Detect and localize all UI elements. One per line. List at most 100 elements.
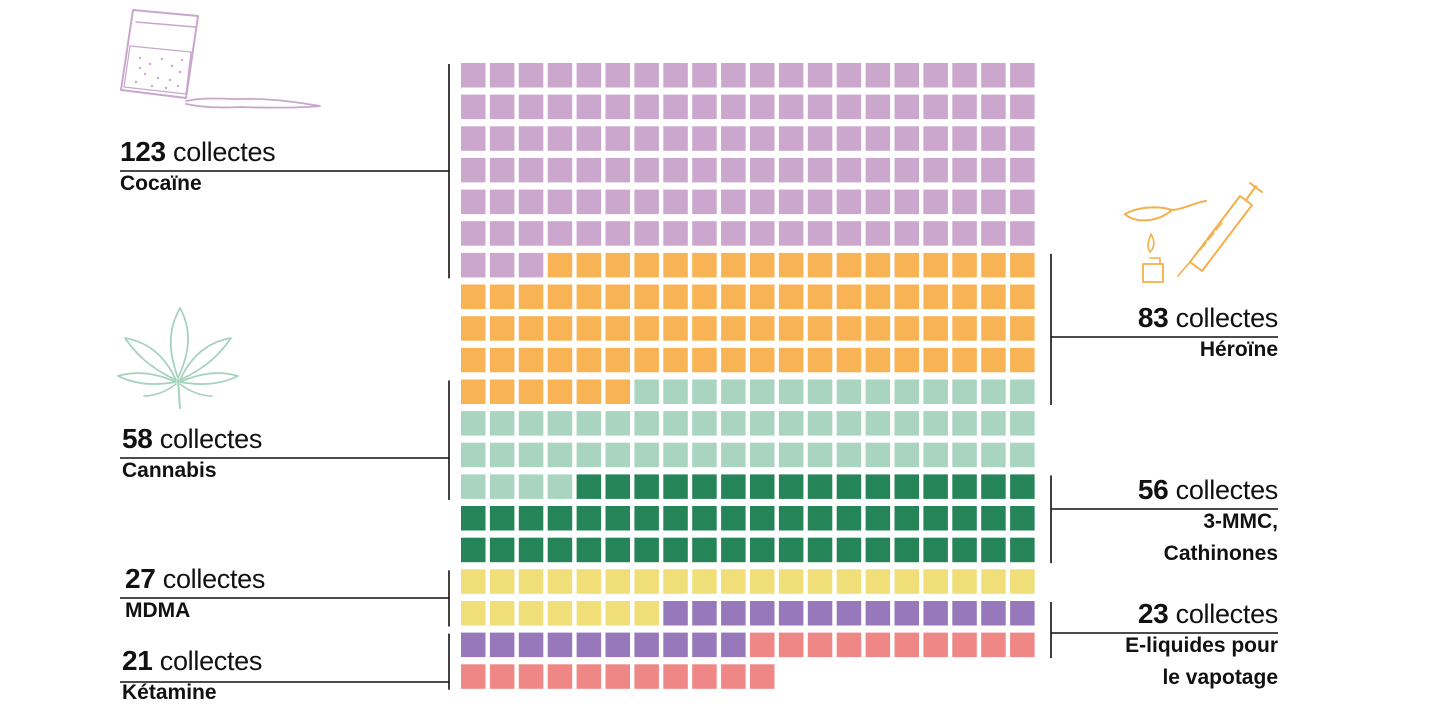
- cell-e-liquides-pour-le-vapotage: [894, 601, 919, 626]
- cell-heroine: [894, 252, 919, 278]
- cell-ketamine: [836, 632, 862, 658]
- cell-ketamine: [634, 664, 659, 689]
- label-3mmc: 56 collectes 3-MMC, Cathinones: [1138, 474, 1278, 570]
- cell-mdma: [461, 569, 486, 594]
- cell-cocaine: [952, 189, 977, 215]
- cell-heroine: [576, 316, 602, 341]
- cell-heroine: [461, 284, 486, 309]
- cell-cocaine: [981, 126, 1006, 151]
- cell-3-mmc-cathinones: [576, 474, 602, 499]
- cell-cannabis: [894, 442, 919, 468]
- name-3mmc-line1: 3-MMC,: [1203, 510, 1278, 533]
- cell-cocaine: [663, 94, 688, 120]
- cell-heroine: [981, 252, 1006, 278]
- cell-cocaine: [1010, 126, 1035, 151]
- cell-heroine: [778, 347, 804, 373]
- cell-e-liquides-pour-le-vapotage: [865, 601, 891, 626]
- cell-cannabis: [518, 411, 544, 436]
- label-heroin: 83 collectes Héroïne: [1138, 302, 1278, 366]
- cell-3-mmc-cathinones: [605, 474, 630, 499]
- cell-cocaine: [894, 63, 919, 88]
- cell-cocaine: [981, 63, 1006, 88]
- cell-mdma: [518, 569, 544, 594]
- cell-ketamine: [952, 632, 977, 658]
- cell-cannabis: [605, 442, 630, 468]
- cell-mdma: [750, 569, 775, 594]
- cell-3-mmc-cathinones: [547, 506, 573, 531]
- cell-e-liquides-pour-le-vapotage: [721, 632, 746, 658]
- cell-cocaine: [807, 221, 833, 246]
- cell-cannabis: [605, 411, 630, 436]
- cell-cocaine: [836, 189, 862, 215]
- cell-ketamine: [605, 664, 630, 689]
- cell-heroine: [981, 316, 1006, 341]
- cell-ketamine: [547, 664, 573, 689]
- cell-cannabis: [518, 442, 544, 468]
- cell-heroine: [865, 252, 891, 278]
- cell-mdma: [489, 601, 515, 626]
- cell-cocaine: [836, 221, 862, 246]
- unit-3mmc: collectes: [1175, 475, 1279, 505]
- cell-3-mmc-cathinones: [663, 537, 688, 563]
- count-cocaine: 123 collectes: [120, 136, 276, 168]
- cell-ketamine: [865, 632, 891, 658]
- name-eliquides-line2: le vapotage: [1162, 666, 1278, 689]
- cell-e-liquides-pour-le-vapotage: [923, 601, 948, 626]
- cell-cocaine: [923, 63, 948, 88]
- cell-cannabis: [1010, 442, 1035, 468]
- cell-heroine: [663, 347, 688, 373]
- cell-ketamine: [692, 664, 717, 689]
- cell-heroine: [750, 347, 775, 373]
- cell-cocaine: [518, 189, 544, 215]
- cell-cocaine: [1010, 94, 1035, 120]
- cell-cocaine: [547, 221, 573, 246]
- cell-heroine: [461, 347, 486, 373]
- cell-heroine: [547, 379, 573, 404]
- cell-cocaine: [750, 221, 775, 246]
- cell-heroine: [836, 316, 862, 341]
- cell-e-liquides-pour-le-vapotage: [721, 601, 746, 626]
- cell-cocaine: [461, 189, 486, 215]
- cell-mdma: [605, 601, 630, 626]
- cell-e-liquides-pour-le-vapotage: [692, 632, 717, 658]
- cell-cocaine: [894, 189, 919, 215]
- cell-heroine: [952, 284, 977, 309]
- cell-cocaine: [721, 63, 746, 88]
- cell-cocaine: [489, 157, 515, 183]
- cell-cannabis: [692, 379, 717, 404]
- cell-cannabis: [807, 411, 833, 436]
- cell-heroine: [634, 252, 659, 278]
- cell-heroine: [576, 347, 602, 373]
- cell-cocaine: [605, 221, 630, 246]
- cell-heroine: [807, 284, 833, 309]
- cell-3-mmc-cathinones: [981, 537, 1006, 563]
- cell-cocaine: [576, 189, 602, 215]
- cell-cocaine: [663, 63, 688, 88]
- cell-cocaine: [1010, 189, 1035, 215]
- label-cocaine: 123 collectes Cocaïne: [120, 136, 276, 200]
- cell-cannabis: [865, 411, 891, 436]
- cell-3-mmc-cathinones: [750, 506, 775, 531]
- cell-cannabis: [547, 474, 573, 499]
- cell-cannabis: [461, 474, 486, 499]
- cell-heroine: [923, 284, 948, 309]
- cell-cocaine: [807, 189, 833, 215]
- cell-3-mmc-cathinones: [894, 474, 919, 499]
- cell-cocaine: [778, 221, 804, 246]
- cell-heroine: [952, 347, 977, 373]
- cell-cannabis: [692, 411, 717, 436]
- cell-cocaine: [750, 126, 775, 151]
- cell-heroine: [981, 347, 1006, 373]
- cell-cocaine: [807, 157, 833, 183]
- cell-cannabis: [721, 411, 746, 436]
- name-mdma: MDMA: [125, 599, 191, 622]
- cell-cocaine: [750, 94, 775, 120]
- cell-3-mmc-cathinones: [1010, 474, 1035, 499]
- cell-heroine: [605, 379, 630, 404]
- cell-cannabis: [865, 442, 891, 468]
- cell-heroine: [692, 316, 717, 341]
- cell-cannabis: [836, 379, 862, 404]
- cell-cocaine: [547, 157, 573, 183]
- cell-heroine: [721, 347, 746, 373]
- cell-cannabis: [663, 442, 688, 468]
